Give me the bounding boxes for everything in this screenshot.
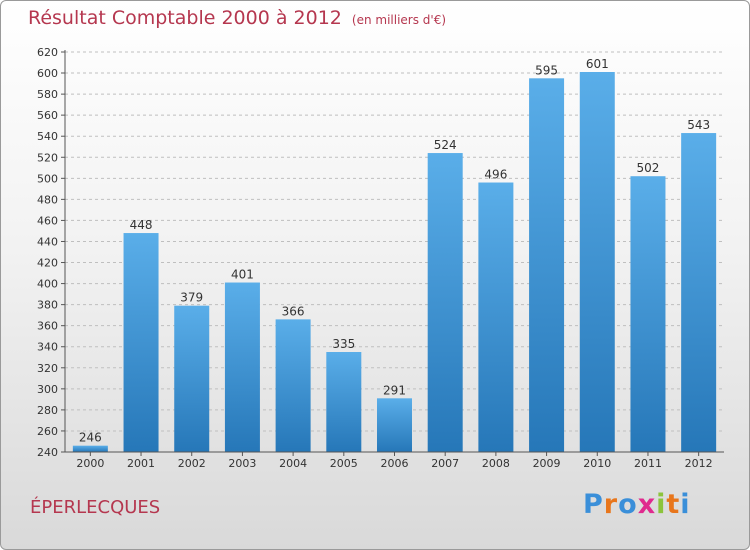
- data-label-2008: 496: [484, 168, 507, 182]
- y-tick-label: 520: [37, 151, 58, 164]
- y-tick-label: 400: [37, 278, 58, 291]
- bars: 246 448 379 401 366 335 291 524 496 595 601 502 543: [72, 57, 717, 453]
- y-tick-label: 280: [37, 404, 58, 417]
- x-tick-label: 2011: [634, 457, 662, 470]
- data-label-2006: 291: [383, 383, 406, 397]
- bar-2000: [72, 445, 108, 452]
- bar-2003: [224, 282, 260, 452]
- x-tick-label: 2005: [330, 457, 358, 470]
- bar-2001: [123, 233, 159, 452]
- y-tick-label: 320: [37, 362, 58, 375]
- data-label-2005: 335: [332, 337, 355, 351]
- x-tick-label: 2000: [76, 457, 104, 470]
- logo-letter: i: [656, 489, 667, 520]
- x-axis: 2000 2001 2002 2003 2004 2005 2006 2007 2008 2009…: [65, 451, 724, 470]
- x-tick-label: 2008: [482, 457, 510, 470]
- y-tick-label: 500: [37, 172, 58, 185]
- bar-2011: [630, 176, 666, 453]
- x-tick-label: 2010: [583, 457, 611, 470]
- x-tick-label: 2002: [178, 457, 206, 470]
- logo-letter: t: [666, 489, 681, 520]
- y-tick-label: 460: [37, 214, 58, 227]
- data-label-2003: 401: [231, 268, 254, 282]
- y-tick-label: 420: [37, 257, 58, 270]
- title-text: Résultat Comptable 2000 à 2012: [28, 7, 342, 29]
- data-label-2004: 366: [282, 304, 305, 318]
- y-axis: 240 260 280 300 320 340 360 380 400 420 440 460 480 5…: [37, 46, 66, 459]
- bar-2012: [681, 133, 717, 453]
- y-tick-label: 260: [37, 425, 58, 438]
- logo-letter: i: [680, 489, 691, 520]
- y-tick-label: 240: [37, 446, 58, 459]
- y-tick-label: 540: [37, 130, 58, 143]
- data-label-2011: 502: [637, 161, 660, 175]
- logo-letter: P: [583, 489, 604, 520]
- y-tick-label: 440: [37, 235, 58, 248]
- data-label-2000: 246: [79, 431, 102, 445]
- y-tick-label: 380: [37, 299, 58, 312]
- x-tick-label: 2003: [228, 457, 256, 470]
- data-label-2009: 595: [535, 63, 558, 77]
- data-label-2001: 448: [130, 218, 153, 232]
- y-tick-label: 360: [37, 320, 58, 333]
- y-tick-label: 580: [37, 88, 58, 101]
- bar-2005: [326, 352, 362, 452]
- y-tick-label: 620: [37, 46, 58, 59]
- data-label-2002: 379: [180, 291, 203, 305]
- bar-2009: [529, 78, 565, 452]
- x-tick-label: 2007: [431, 457, 459, 470]
- logo-letter: r: [603, 489, 619, 520]
- y-tick-label: 560: [37, 109, 58, 122]
- bar-2007: [427, 153, 463, 453]
- y-tick-label: 600: [37, 67, 58, 80]
- commune-name: ÉPERLECQUES: [30, 497, 161, 518]
- chart-subtitle: (en milliers d'€): [351, 13, 447, 27]
- bar-2002: [174, 305, 210, 452]
- bar-2010: [579, 72, 615, 452]
- logo-letter: x: [637, 489, 657, 520]
- logo-letter: o: [618, 489, 638, 520]
- y-tick-label: 480: [37, 193, 58, 206]
- data-label-2007: 524: [434, 138, 457, 152]
- x-tick-label: 2001: [127, 457, 155, 470]
- data-label-2010: 601: [586, 57, 609, 71]
- y-tick-label: 300: [37, 383, 58, 396]
- y-tick-label: 340: [37, 341, 58, 354]
- bar-2004: [275, 319, 311, 452]
- proxiti-logo[interactable]: Proxiti: [583, 489, 691, 520]
- x-tick-label: 2009: [533, 457, 561, 470]
- data-label-2012: 543: [687, 118, 710, 132]
- bar-2006: [377, 398, 412, 452]
- chart-title: Résultat Comptable 2000 à 2012 (en millie…: [28, 7, 446, 29]
- x-tick-label: 2006: [381, 457, 409, 470]
- x-tick-label: 2012: [685, 457, 713, 470]
- x-tick-label: 2004: [279, 457, 307, 470]
- bar-2008: [478, 182, 514, 453]
